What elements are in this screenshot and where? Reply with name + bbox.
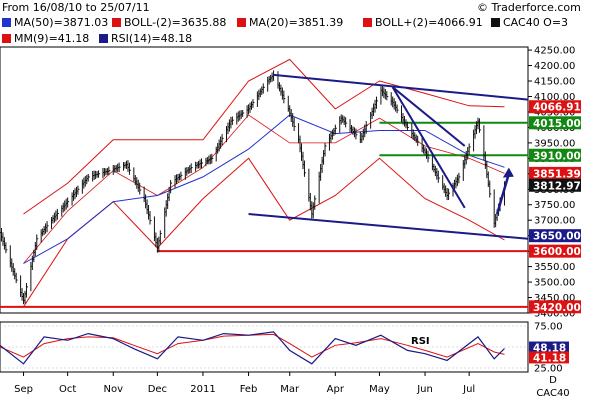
forecast-arrow-head [502,167,514,178]
main-panel-frame [0,46,529,314]
period-label: D [549,375,557,386]
y-tick-label: 3500.00 [534,278,575,289]
level-tag-label: 3851.39 [533,168,581,180]
date-range: From 16/08/10 to 25/07/11 [2,1,150,14]
level-tag [529,229,581,243]
legend-boll-upper: BOLL+(2)=4066.91 [363,16,483,30]
ma50-line [23,114,505,264]
trend-line [248,213,529,240]
y-tick-label: 4100.00 [534,92,575,103]
level-tag-label: 3600.00 [533,246,581,258]
level-tag [529,148,581,162]
level-tag-label: 3650.00 [533,231,581,243]
level-tag [529,244,581,258]
x-tick-label: Sep [14,384,33,395]
rsi-end-tag-label: 41.18 [533,352,566,364]
legend-mm9-swatch [2,34,11,43]
rsi-end-tag [529,341,569,354]
level-tag-label: 3812.97 [533,180,581,192]
level-tag-label: 4015.00 [533,118,581,130]
boll-lower-line [23,157,505,308]
legend-mm9-label: MM(9)=41.18 [14,32,90,45]
y-tick-label: 3550.00 [534,262,575,273]
y-tick-label: 4150.00 [534,77,575,88]
rsi-end-tag [529,351,569,364]
x-tick-label: Feb [240,384,258,395]
boll-upper-line [23,58,505,215]
level-tag [529,100,581,114]
forecast-arrow [495,173,511,215]
trend-line [391,86,466,209]
symbol-label: CAC40 [536,388,569,399]
y-tick-label: 3400.00 [534,309,575,320]
x-tick-label: Jul [462,384,475,395]
y-tick-label: 3450.00 [534,293,575,304]
level-tag-label: 3420.00 [533,302,581,314]
brand-label: © Traderforce.com [477,1,581,14]
level-tag [529,166,581,180]
rsi-line [0,331,505,365]
x-tick-label: Apr [327,384,345,395]
legend-rsi-swatch [99,34,108,43]
rsi-y-tick-label: 75.00 [534,322,563,333]
legend-ma50-swatch [2,18,11,27]
x-tick-label: 2011 [190,384,215,395]
legend-boll-upper-label: BOLL+(2)=4066.91 [375,16,483,29]
x-tick-label: Jun [416,384,433,395]
legend-rsi-label: RSI(14)=48.18 [111,32,193,45]
x-tick-label: May [369,384,390,395]
x-tick-label: Mar [280,384,300,395]
level-tag [529,178,581,192]
level-tag [529,300,581,314]
legend-ma20-swatch [237,18,246,27]
legend-ma20: MA(20)=3851.39 [237,16,343,30]
rsi-panel-frame [0,321,529,373]
legend-boll-upper-swatch [363,18,372,27]
legend-ma20-label: MA(20)=3851.39 [249,16,344,29]
ma20-line [23,114,505,264]
rsi-title: RSI [411,336,430,347]
y-tick-label: 3700.00 [534,216,575,227]
y-tick-label: 3750.00 [534,200,575,211]
y-tick-label: 4250.00 [534,46,575,57]
trend-line [273,73,529,101]
level-tag-label: 3910.00 [533,150,581,162]
legend-ma50-label: MA(50)=3871.03 [14,16,109,29]
level-tag-label: 4066.91 [533,102,581,114]
legend-boll-lower-label: BOLL-(2)=3635.88 [124,16,227,29]
legend-cac40: CAC40 O=3 [491,16,568,30]
rsi-y-tick-label: 25.00 [534,364,563,375]
trend-line [392,86,466,147]
legend-boll-lower: BOLL-(2)=3635.88 [112,16,226,30]
y-tick-label: 4200.00 [534,61,575,72]
level-tag [529,116,581,130]
legend-mm9: MM(9)=41.18 [2,32,89,46]
legend-rsi: RSI(14)=48.18 [99,32,192,46]
x-tick-label: Nov [103,384,123,395]
mm9-line [0,333,505,358]
legend-ma50: MA(50)=3871.03 [2,16,108,30]
legend-cac40-swatch [491,18,500,27]
legend-cac40-label: CAC40 O=3 [503,16,569,29]
y-tick-label: 3950.00 [534,138,575,149]
legend-boll-lower-swatch [112,18,121,27]
x-tick-label: Dec [148,384,167,395]
x-tick-label: Oct [59,384,76,395]
